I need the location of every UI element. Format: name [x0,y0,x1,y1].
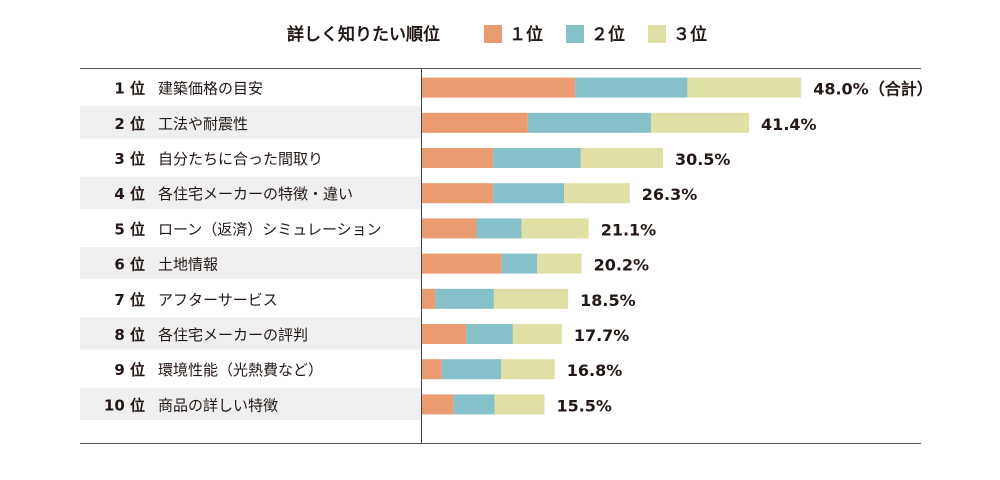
bar-segment-2 [466,324,513,344]
rank-label: 6 位 [114,256,145,274]
bar-segment-3 [580,148,663,168]
legend-label: ３位 [673,24,707,45]
category-label: 各住宅メーカーの特徴・違い [158,185,353,203]
bar-segment-2 [527,112,652,133]
rank-label: 7 位 [114,291,145,309]
total-label: 15.5% [556,396,612,415]
bar-segment-1 [422,183,494,204]
category-label: 環境性能（光熱費など） [158,361,323,379]
rank-label: 4 位 [114,185,145,203]
bar-segment-2 [501,253,538,274]
total-label: 17.7% [574,326,630,345]
bar-segment-2 [435,288,494,309]
row-shading [80,176,421,209]
chart-title: 詳しく知りたい順位 [287,24,440,45]
bar-segment-1 [422,359,442,380]
category-label: 土地情報 [158,256,218,274]
row-shading [80,317,421,350]
total-label: 18.5% [580,291,636,310]
bar-segment-3 [687,77,802,98]
category-label: 自分たちに合った間取り [158,150,323,168]
bar-segment-1 [422,394,454,415]
legend-label: １位 [509,24,543,45]
bar-segment-3 [493,288,569,309]
legend-swatch [566,25,584,43]
rank-label: 3 位 [114,150,145,168]
category-label: アフターサービス [158,291,278,309]
bar-segment-2 [453,394,495,415]
bar-segment-3 [501,359,555,380]
total-label: 48.0%（合計） [813,80,933,99]
category-label: 工法や耐震性 [158,115,248,133]
bar-segment-2 [476,218,522,239]
rank-label: 10 位 [104,396,145,414]
rank-label: 5 位 [114,220,145,238]
bar-segment-2 [441,359,501,380]
total-label: 30.5% [675,150,731,169]
bar-segment-3 [537,253,582,274]
legend: 詳しく知りたい順位 １位 ２位 ３位 [287,24,707,45]
bar-segment-1 [422,288,436,309]
total-label: 20.2% [594,256,650,275]
row-shading [80,387,421,420]
row-shading [80,106,421,139]
bar-segment-2 [575,77,688,98]
total-label: 41.4% [761,115,817,134]
bar-segment-2 [493,148,581,168]
total-label: 16.8% [567,361,623,380]
bar-segment-1 [422,112,528,133]
bar-segment-2 [493,183,565,204]
category-label: ローン（返済）シミュレーション [158,220,382,238]
category-label: 各住宅メーカーの評判 [158,326,308,344]
rank-label: 8 位 [114,326,145,344]
bar-segment-3 [494,394,545,415]
bar-segment-3 [651,112,750,133]
rank-label: 9 位 [114,361,145,379]
rank-label: 1 位 [114,80,145,98]
bar-segment-1 [422,148,494,168]
category-label: 建築価格の目安 [158,80,263,98]
bar-segment-3 [564,183,630,204]
bar-segment-1 [422,253,502,274]
category-label: 商品の詳しい特徴 [158,396,278,414]
legend-label: ２位 [591,24,625,45]
bar-segment-3 [512,324,562,344]
total-label: 26.3% [642,185,698,204]
row-shading [80,247,421,280]
legend-swatch [648,25,666,43]
bar-segment-1 [422,77,576,98]
bar-segment-1 [422,218,477,239]
rank-label: 2 位 [114,115,145,133]
bar-segment-1 [422,324,467,344]
bar-segment-3 [521,218,589,239]
total-label: 21.1% [601,220,657,239]
legend-swatch [484,25,502,43]
